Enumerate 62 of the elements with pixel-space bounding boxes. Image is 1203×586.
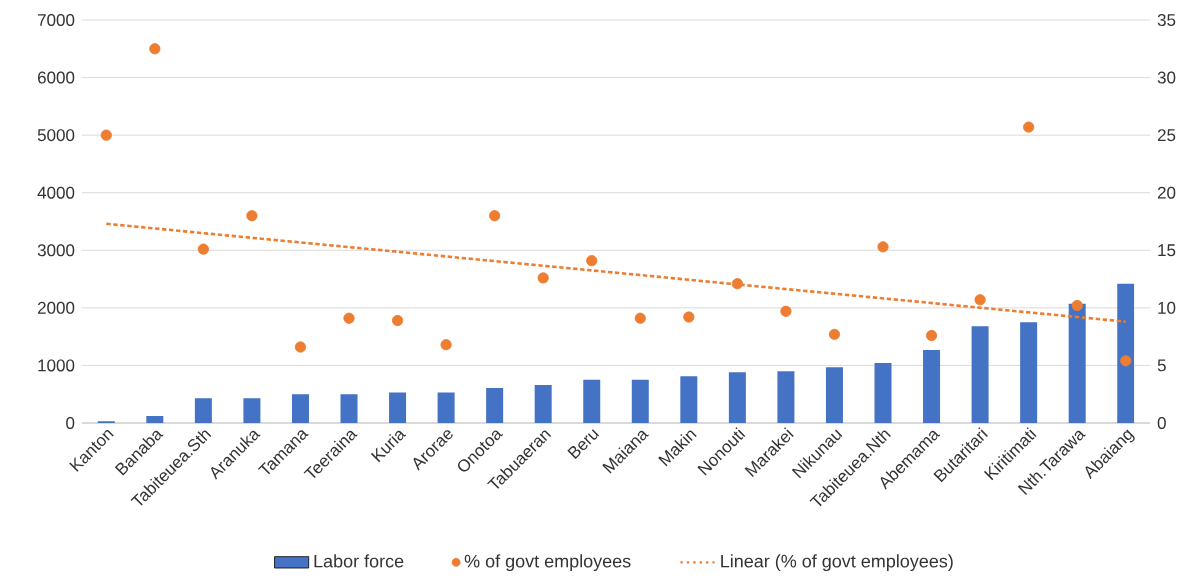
y-tick-label: 3000	[37, 244, 75, 257]
legend-label: % of govt employees	[464, 554, 631, 572]
bar	[146, 416, 164, 423]
point	[1120, 355, 1132, 367]
bar	[777, 371, 795, 423]
bar	[389, 392, 407, 423]
bar	[825, 367, 843, 423]
point	[246, 210, 258, 222]
y2-tick-label: 15	[1158, 244, 1176, 257]
bar	[340, 394, 358, 423]
bar	[291, 394, 309, 423]
bar	[1068, 303, 1086, 423]
point	[780, 305, 792, 317]
y-tick-label: 1000	[38, 359, 75, 372]
point	[391, 314, 404, 327]
y2-tick-label: 20	[1157, 186, 1176, 199]
point	[731, 278, 743, 290]
point	[294, 341, 307, 353]
y-tick-label: 5000	[37, 129, 75, 142]
bar	[534, 385, 552, 423]
bar	[243, 398, 261, 423]
bar	[728, 372, 746, 423]
point	[489, 210, 501, 222]
y-tick-label: 4000	[37, 186, 75, 199]
point	[925, 329, 938, 342]
bar	[1020, 322, 1038, 423]
point	[197, 243, 209, 255]
point	[537, 272, 549, 284]
point	[1071, 299, 1083, 312]
bar	[680, 376, 698, 423]
point	[634, 312, 646, 324]
y2-tick-label: 35	[1157, 14, 1176, 27]
y-tick-label: 6000	[38, 71, 75, 84]
point	[149, 43, 161, 55]
point	[877, 241, 889, 253]
legend-label: Labor force	[314, 554, 404, 568]
y2-tick-label: 30	[1157, 71, 1176, 84]
y-tick-label: 0	[66, 417, 75, 430]
bar	[874, 363, 892, 423]
legend-label: Linear (% of govt employees)	[721, 554, 953, 572]
point	[586, 255, 598, 267]
point	[1023, 121, 1035, 133]
point	[828, 328, 841, 340]
y2-tick-label: 0	[1157, 417, 1166, 430]
y-tick-label: 2000	[37, 301, 75, 314]
bar	[971, 326, 989, 423]
y2-tick-label: 25	[1157, 129, 1176, 142]
point	[343, 312, 355, 324]
point	[683, 311, 695, 323]
y2-tick-label: 10	[1158, 301, 1176, 314]
y2-tick-label: 5	[1157, 359, 1166, 372]
bar	[923, 349, 941, 423]
bar	[583, 379, 601, 423]
bar	[1117, 283, 1135, 423]
y-tick-label: 7000	[38, 14, 75, 27]
point	[100, 129, 112, 141]
bar	[631, 379, 649, 423]
bar	[194, 398, 212, 423]
bar	[437, 392, 455, 423]
point	[440, 339, 452, 351]
point	[974, 294, 986, 306]
bar	[486, 387, 504, 423]
